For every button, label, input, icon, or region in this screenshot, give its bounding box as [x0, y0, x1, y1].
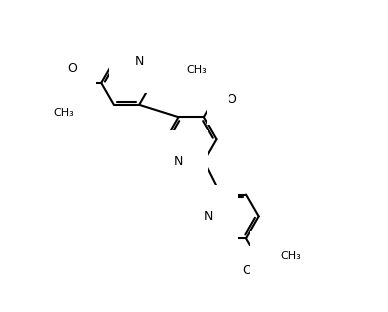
Text: O: O: [68, 61, 77, 75]
Text: O: O: [201, 78, 210, 91]
Text: CH₃: CH₃: [186, 65, 207, 75]
Text: CH₃: CH₃: [54, 108, 74, 118]
Text: O: O: [242, 264, 253, 277]
Text: CH₃: CH₃: [280, 251, 301, 261]
Text: N: N: [174, 154, 183, 168]
Text: O: O: [68, 91, 77, 104]
Text: N: N: [135, 55, 144, 67]
Text: N: N: [203, 210, 213, 223]
Text: O: O: [268, 249, 278, 262]
Text: O: O: [226, 93, 236, 106]
